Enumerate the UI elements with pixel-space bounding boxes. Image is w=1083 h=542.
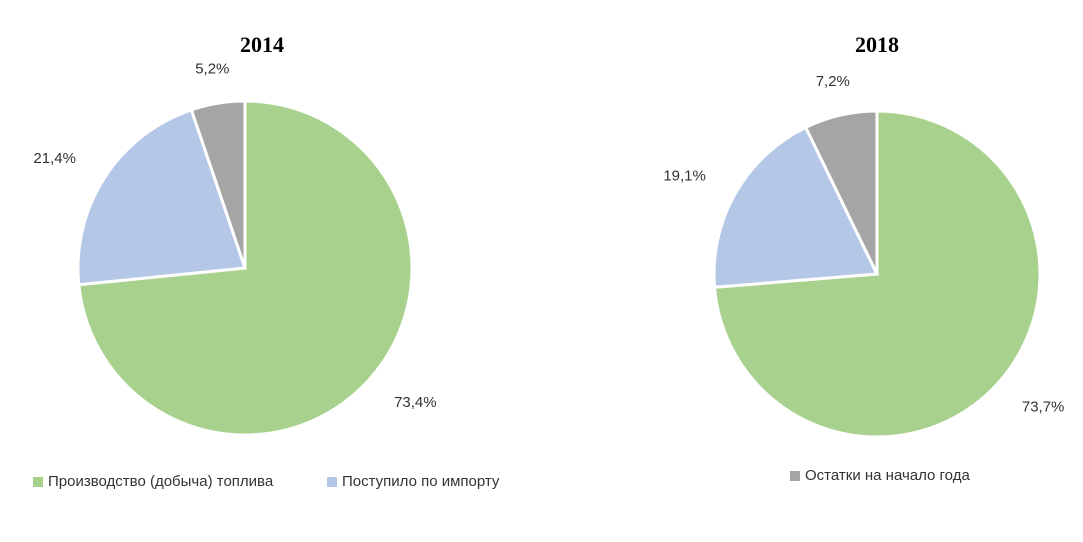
data-label: 73,7% [1022, 398, 1065, 415]
legend-label: Остатки на начало года [805, 467, 970, 484]
legend-swatch [327, 477, 337, 487]
legend-swatch [33, 477, 43, 487]
pie-slice [189, 99, 247, 269]
data-label: 19,1% [663, 167, 706, 184]
pie-slice [712, 125, 880, 289]
data-label: 21,4% [33, 150, 76, 167]
pie-slice [803, 109, 879, 275]
legend-label: Поступило по импорту [342, 473, 500, 490]
legend-swatch [790, 471, 800, 481]
chart-title: 2018 [855, 32, 899, 57]
pie-slice [76, 107, 248, 287]
chart-title: 2014 [240, 32, 284, 57]
data-label: 7,2% [816, 73, 850, 90]
data-label: 73,4% [394, 394, 437, 411]
legend-label: Производство (добыча) топлива [48, 473, 274, 490]
data-label: 5,2% [195, 61, 229, 78]
